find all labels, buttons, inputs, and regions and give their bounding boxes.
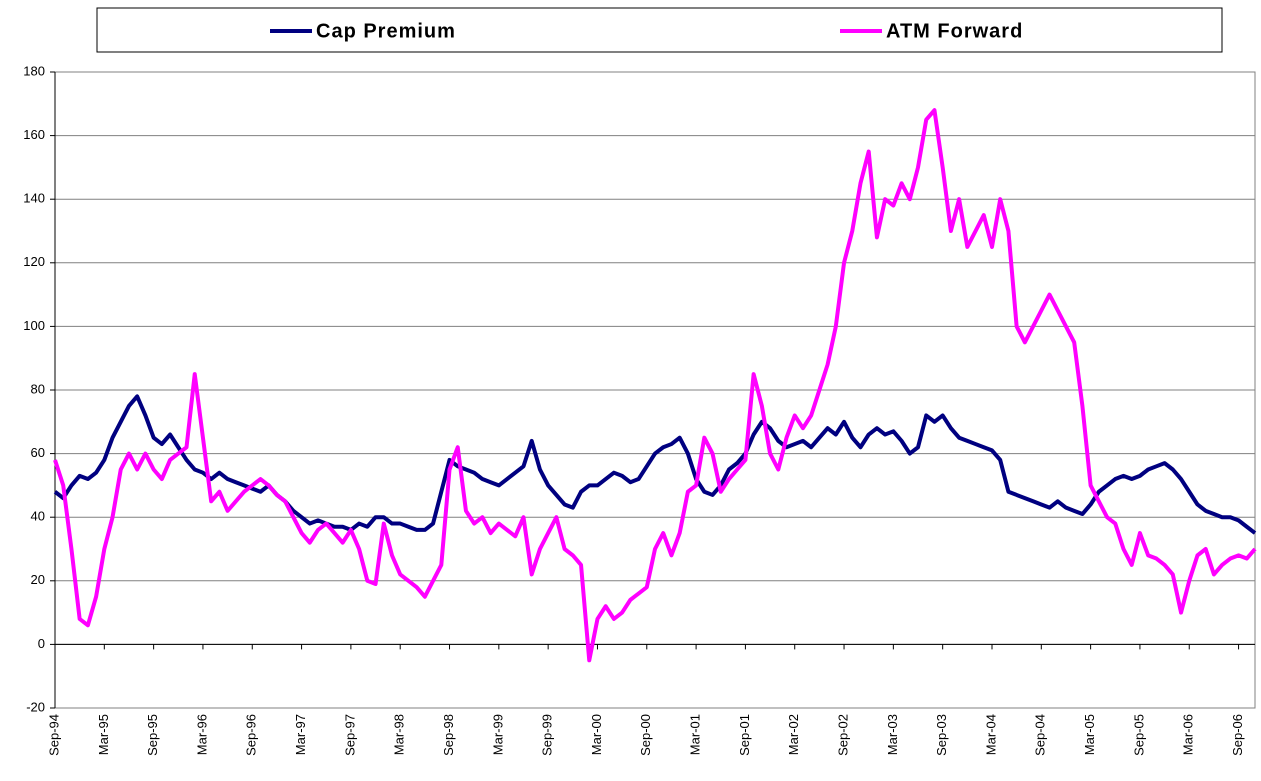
- x-tick-label: Mar-06: [1181, 714, 1196, 755]
- x-tick-label: Mar-02: [786, 714, 801, 755]
- legend-label: Cap Premium: [316, 20, 456, 42]
- line-series: [53, 108, 1257, 663]
- y-tick-label: 120: [23, 254, 45, 269]
- legend-label: ATM Forward: [886, 20, 1023, 42]
- y-tick-label: -20: [26, 699, 45, 714]
- x-tick-label: Sep-05: [1131, 714, 1146, 756]
- line-series: [53, 394, 1257, 535]
- x-tick-label: Mar-01: [688, 714, 703, 755]
- x-tick-label: Mar-99: [490, 714, 505, 755]
- x-tick-label: Mar-95: [96, 714, 111, 755]
- legend-box: [96, 7, 1223, 53]
- y-tick-label: 0: [38, 636, 45, 651]
- x-tick-label: Mar-03: [885, 714, 900, 755]
- y-tick-label: 160: [23, 127, 45, 142]
- y-tick-label: 100: [23, 318, 45, 333]
- x-tick-label: Mar-98: [392, 714, 407, 755]
- y-tick-label: 140: [23, 191, 45, 206]
- x-tick-label: Sep-98: [441, 714, 456, 756]
- x-tick-label: Sep-01: [737, 714, 752, 756]
- x-tick-label: Sep-06: [1230, 714, 1245, 756]
- x-tick-label: Mar-97: [293, 714, 308, 755]
- x-tick-label: Sep-96: [244, 714, 259, 756]
- x-tick-label: Sep-03: [934, 714, 949, 756]
- y-tick-label: 20: [31, 572, 45, 587]
- x-tick-label: Mar-04: [983, 714, 998, 755]
- x-tick-label: Mar-05: [1082, 714, 1097, 755]
- x-tick-label: Sep-94: [46, 714, 61, 756]
- x-tick-label: Mar-00: [589, 714, 604, 755]
- y-tick-label: 180: [23, 63, 45, 78]
- y-tick-label: 60: [31, 445, 45, 460]
- x-tick-label: Sep-02: [835, 714, 850, 756]
- x-tick-label: Sep-95: [145, 714, 160, 756]
- x-tick-label: Mar-96: [194, 714, 209, 755]
- x-tick-label: Sep-97: [342, 714, 357, 756]
- x-tick-label: Sep-99: [540, 714, 555, 756]
- y-tick-label: 40: [31, 509, 45, 524]
- x-tick-label: Sep-04: [1033, 714, 1048, 756]
- x-tick-label: Sep-00: [638, 714, 653, 756]
- y-tick-label: 80: [31, 381, 45, 396]
